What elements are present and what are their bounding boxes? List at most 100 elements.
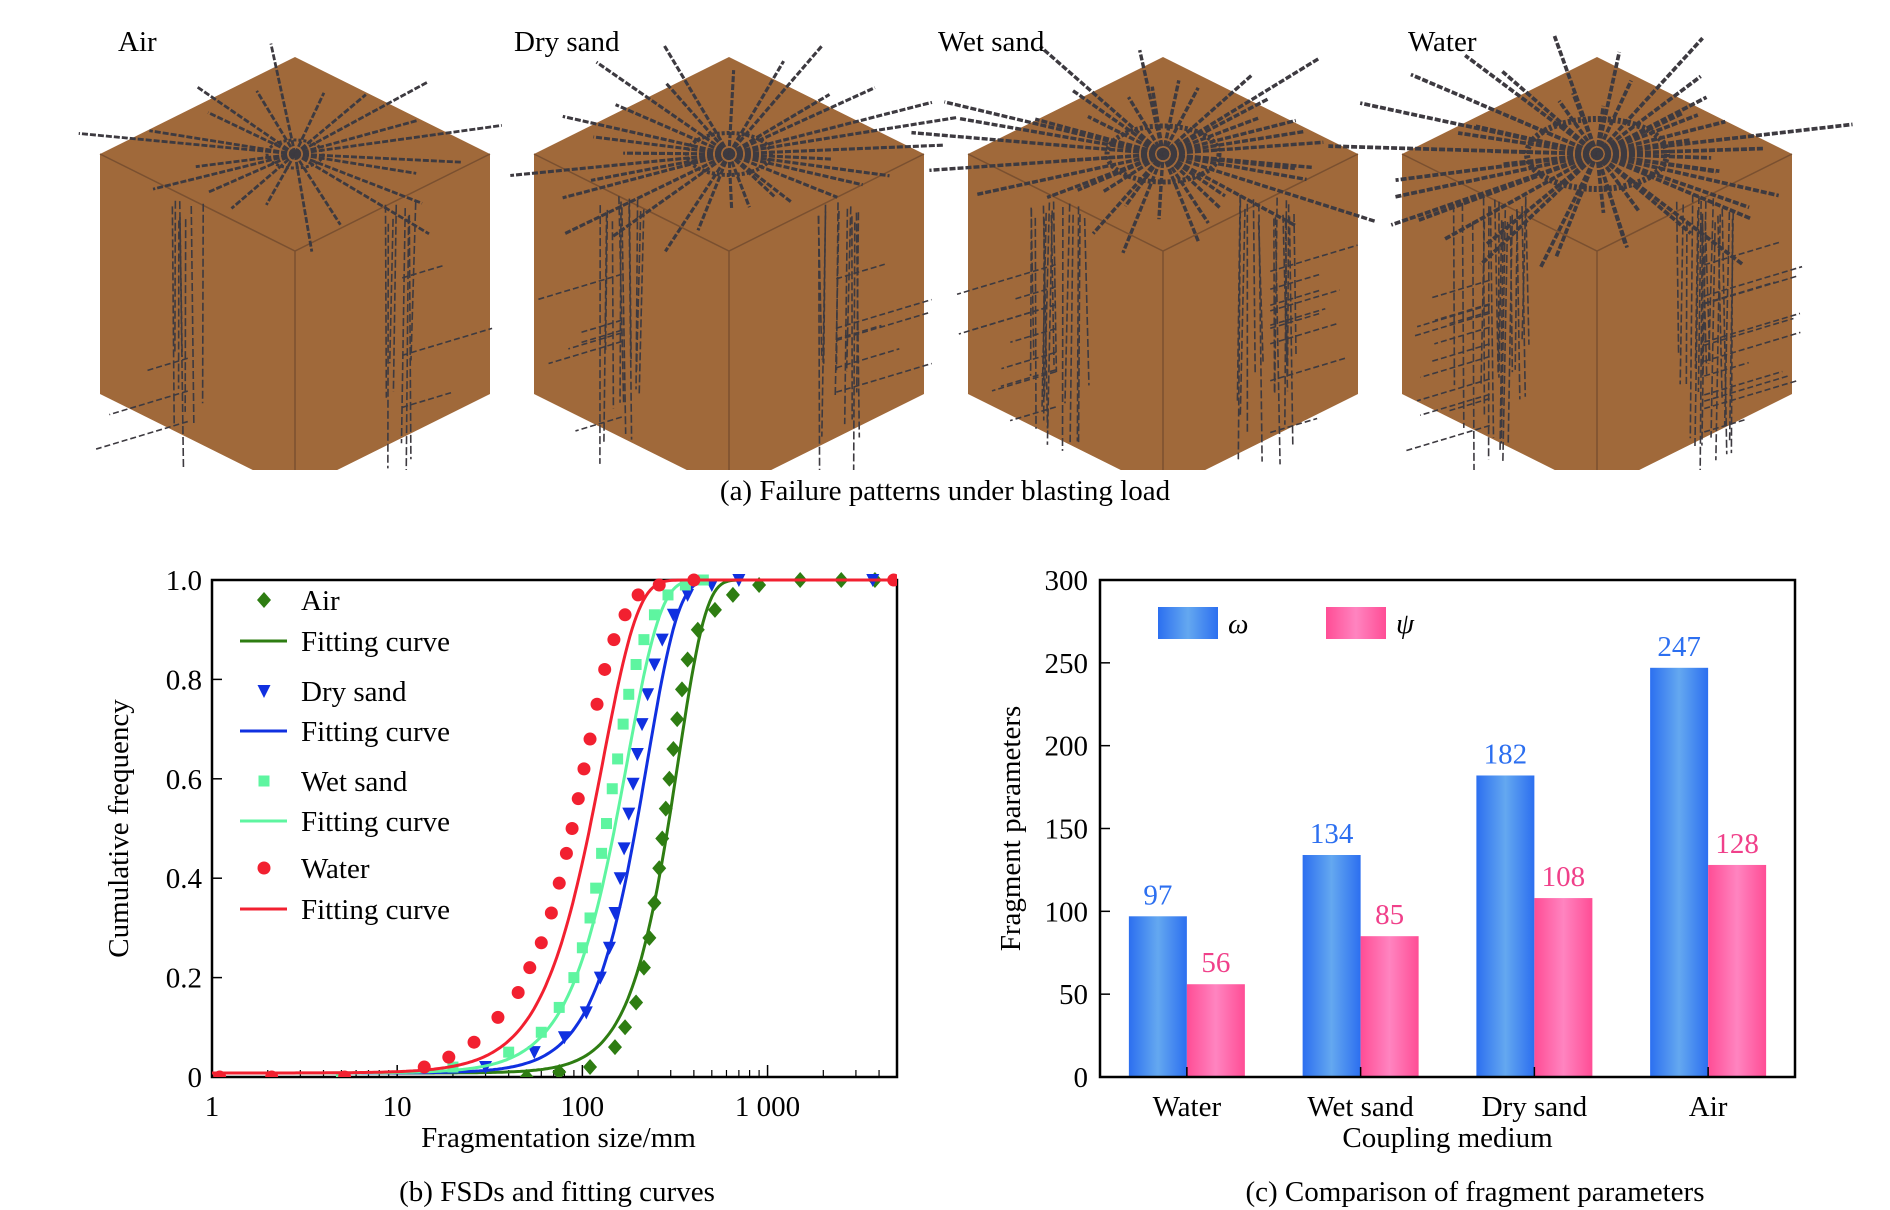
crack-left [568, 332, 622, 350]
crack-left [1471, 221, 1475, 478]
crack [293, 153, 342, 226]
data-point [666, 740, 681, 757]
legend-marker [257, 861, 271, 875]
crack [1162, 97, 1270, 156]
data-point [511, 986, 525, 1000]
crack-left [1416, 304, 1490, 328]
crack-left [1064, 203, 1071, 404]
cube-label-air: Air [118, 26, 157, 58]
crack [1595, 153, 1606, 214]
legend-label: Fitting curve [301, 894, 450, 926]
legend-marker [257, 592, 271, 608]
data-point [593, 971, 607, 985]
x-tick-label: 10 [383, 1091, 412, 1123]
crack [1395, 152, 1598, 182]
crack [1410, 72, 1598, 156]
data-point [265, 1070, 279, 1077]
crack-right [1704, 361, 1749, 377]
crack [1479, 152, 1599, 266]
crack [614, 103, 730, 156]
crack-right [1293, 213, 1297, 356]
crack [929, 152, 1164, 172]
data-point [623, 688, 635, 700]
crack [293, 153, 314, 252]
crack-right [835, 202, 839, 371]
crack-left [1030, 207, 1035, 356]
legend-swatch [1158, 607, 1218, 639]
crack-right [834, 210, 840, 398]
crack-right [836, 324, 882, 340]
crack-right [1286, 204, 1290, 375]
data-point [670, 711, 685, 728]
data-point [601, 818, 613, 830]
bar-omega [1650, 667, 1709, 1077]
data-point [417, 1060, 431, 1074]
data-point [544, 906, 558, 920]
y-tick-label: 0 [1074, 1062, 1089, 1094]
crack-left [1076, 206, 1080, 442]
crack-right [1704, 312, 1801, 343]
crack [149, 129, 296, 156]
crack-right [1685, 222, 1688, 385]
crack-right [1704, 374, 1791, 402]
crack [1501, 70, 1599, 156]
crack [696, 153, 731, 231]
cube-right-face [1163, 154, 1358, 491]
chart-fsd: 1 10 100 1 000 0 0.2 0.4 0.6 0.8 1.0 Fragmentation… [103, 565, 899, 1154]
x-tick-label: Wet sand [1307, 1091, 1414, 1123]
x-tick-label: Dry sand [1482, 1091, 1588, 1123]
crack-right [1274, 217, 1281, 465]
data-point [652, 578, 666, 592]
data-point [642, 929, 657, 946]
plot-frame [1098, 578, 1797, 1079]
crack [1161, 80, 1181, 155]
x-tick-label: Air [1689, 1091, 1728, 1123]
data-point [622, 807, 636, 821]
crack [1596, 138, 1690, 156]
crack-core [1104, 123, 1222, 185]
crack [1162, 152, 1296, 171]
crack-right [843, 208, 849, 425]
data-point [707, 601, 722, 618]
crack-right [1694, 196, 1700, 447]
crack-right [1273, 218, 1276, 394]
crack-left [1480, 221, 1486, 384]
crack-left [1521, 199, 1527, 342]
crack-left [1434, 303, 1490, 322]
data-point [655, 633, 669, 647]
crack-left [1001, 351, 1056, 370]
data-point [467, 1035, 481, 1049]
data-point [557, 1031, 571, 1045]
crack [563, 152, 730, 236]
data-point [617, 842, 631, 856]
data-point [527, 1046, 541, 1060]
data-point [725, 586, 740, 603]
legend-label: Air [301, 585, 340, 617]
crack-right [1697, 200, 1702, 392]
data-point [690, 621, 705, 638]
crack-right [836, 348, 900, 369]
crack-right [1717, 215, 1723, 398]
crack [728, 152, 864, 187]
crack-right [1704, 370, 1783, 396]
data-point [679, 579, 691, 591]
crack [230, 152, 296, 210]
crack-left [1434, 326, 1490, 345]
crack-core [685, 131, 773, 177]
crack [1162, 152, 1296, 227]
cube-water [1328, 35, 1853, 491]
data-point [598, 662, 612, 676]
crack-left [1420, 355, 1490, 379]
cube-left-face [968, 154, 1163, 491]
data-point [752, 576, 767, 593]
crack-left [1509, 216, 1514, 373]
bar-psi [1534, 898, 1593, 1077]
data-point [568, 972, 580, 984]
cube-left-face [100, 154, 295, 491]
crack [1102, 152, 1164, 194]
crack-left [1034, 217, 1037, 429]
data-point [579, 1006, 593, 1020]
legend-label: Fitting curve [301, 806, 450, 838]
crack [1443, 152, 1598, 241]
